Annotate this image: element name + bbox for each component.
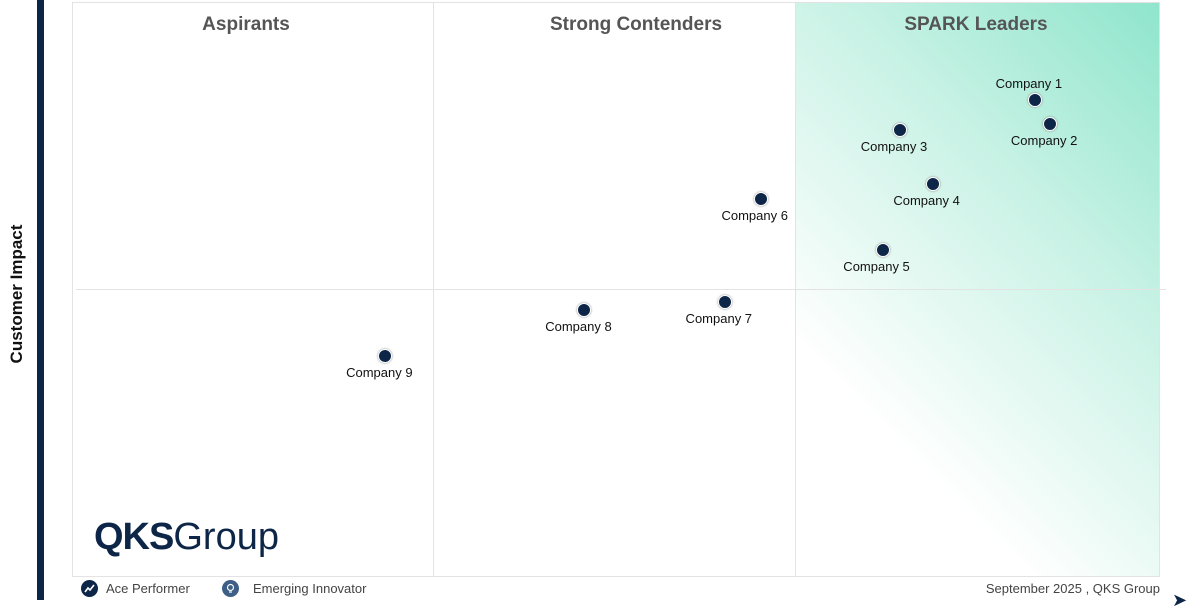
quadrant-divider-horizontal <box>76 289 1166 290</box>
data-point-label: Company 5 <box>843 258 910 274</box>
legend-label: Ace Performer <box>106 581 190 596</box>
data-point[interactable] <box>892 123 907 138</box>
data-point[interactable] <box>925 177 940 192</box>
data-point-label: Company 1 <box>995 75 1063 91</box>
data-point-label: Company 9 <box>346 365 413 381</box>
left-accent-bar <box>37 0 44 600</box>
qks-group-logo: QKSGroup <box>94 516 279 558</box>
legend-emerging-innovator: Emerging Innovator <box>222 580 366 597</box>
data-point-label: Company 4 <box>893 193 960 209</box>
data-point-label: Company 2 <box>1010 132 1078 148</box>
data-point[interactable] <box>753 192 768 207</box>
arrow-icon: ➤ <box>1172 590 1188 610</box>
quadrant-title-spark-leaders: SPARK Leaders <box>904 14 1048 35</box>
legend-ace-performer: Ace Performer <box>81 580 190 597</box>
data-point-label: Company 3 <box>860 139 928 155</box>
data-point[interactable] <box>717 295 732 310</box>
footer-date-source: September 2025 , QKS Group <box>985 581 1160 596</box>
data-point[interactable] <box>1027 92 1042 107</box>
trend-line-icon <box>81 580 98 597</box>
data-point-label: Company 6 <box>721 208 788 224</box>
quadrant-title-strong-contenders: Strong Contenders <box>549 14 723 35</box>
legend-label: Emerging Innovator <box>253 581 367 596</box>
data-point[interactable] <box>875 242 890 257</box>
data-point[interactable] <box>1043 116 1058 131</box>
data-point[interactable] <box>577 303 592 318</box>
y-axis-label: Customer Impact <box>7 224 26 364</box>
data-point-label: Company 8 <box>545 319 612 335</box>
data-point[interactable] <box>378 349 393 364</box>
quadrant-title-aspirants: Aspirants <box>202 14 290 35</box>
lightbulb-icon <box>222 580 239 597</box>
data-point-label: Company 7 <box>685 311 753 327</box>
